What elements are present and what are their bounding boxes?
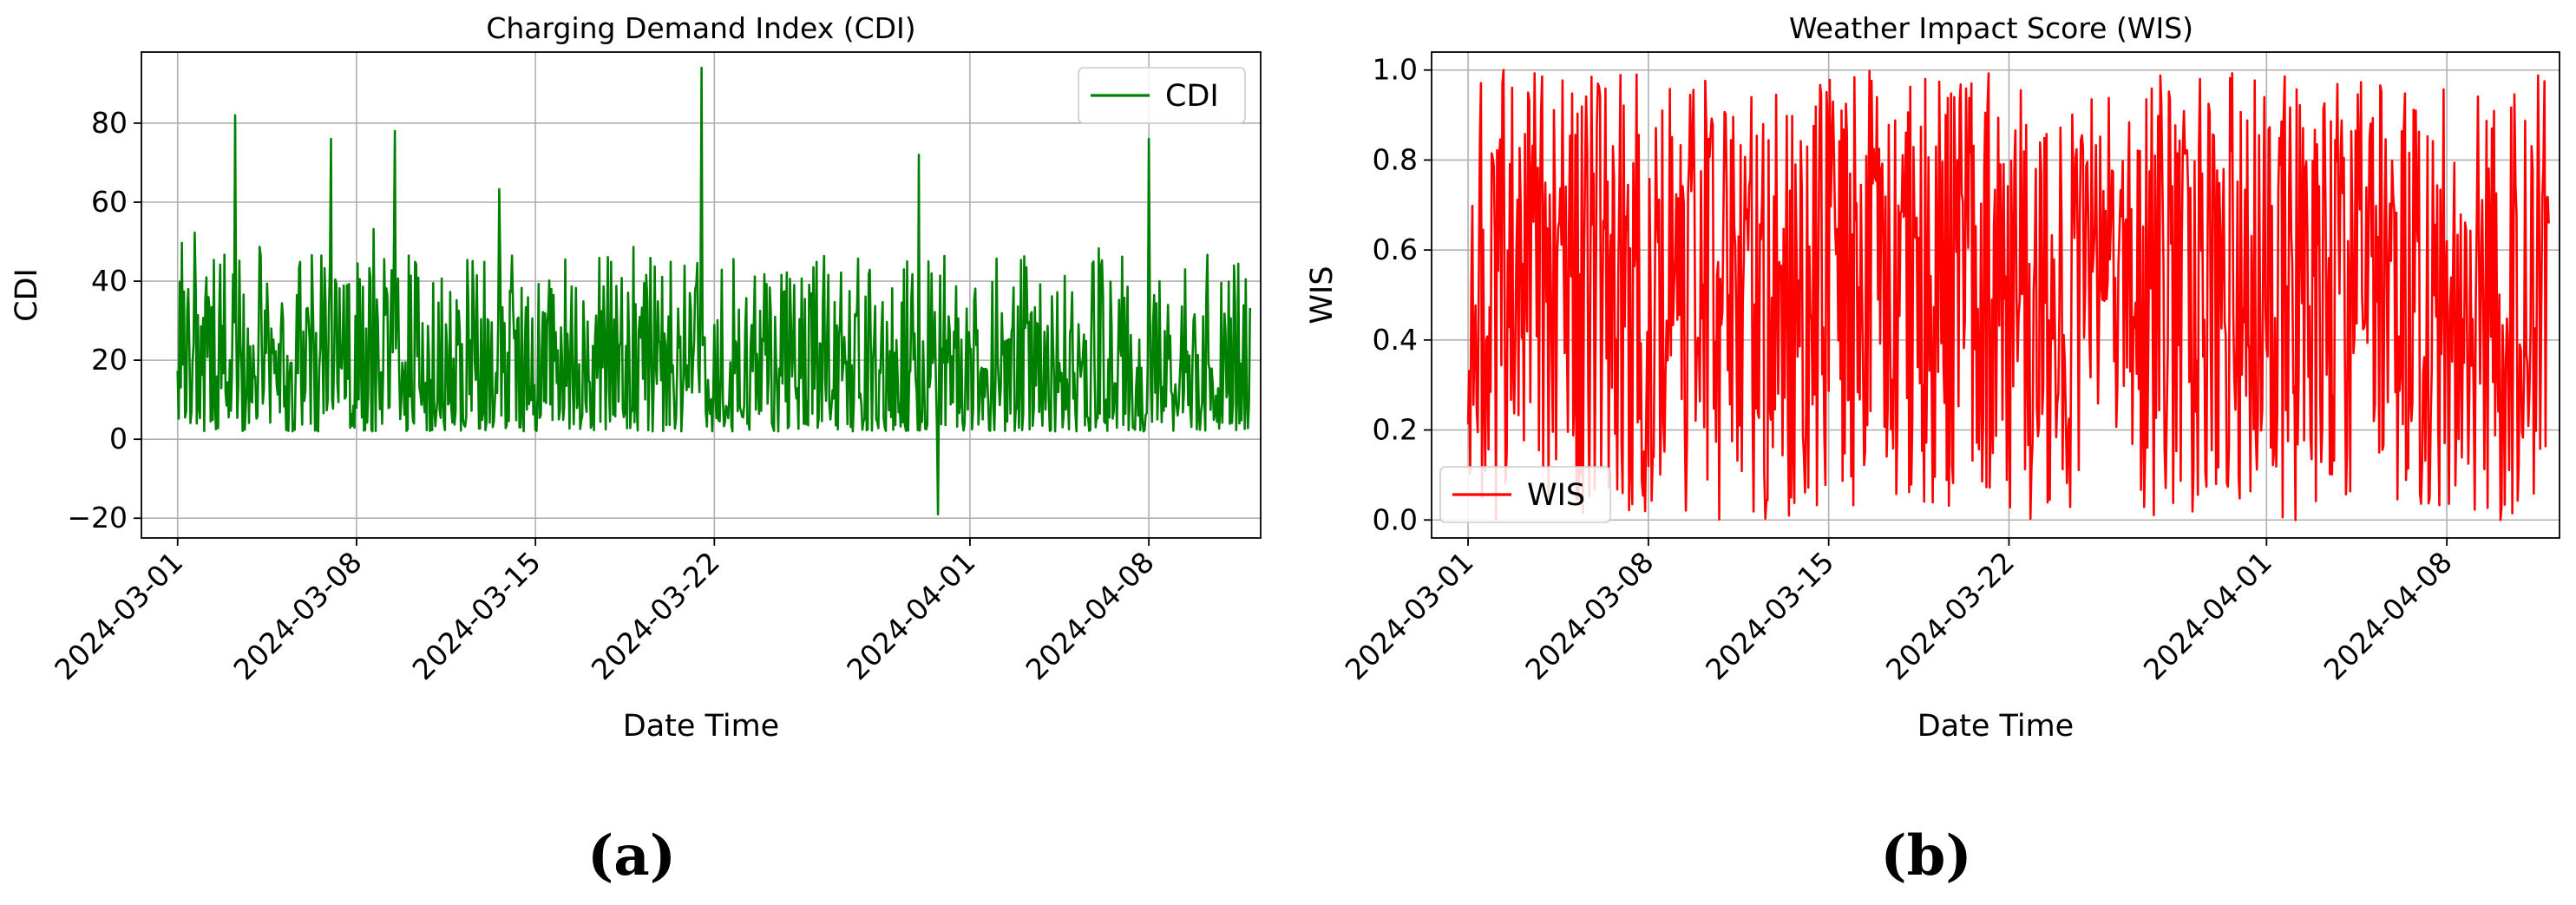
- y-tick-label: 0.6: [1373, 233, 1418, 266]
- y-tick-label: 0.2: [1373, 413, 1418, 447]
- figure-caption: (b): [1880, 823, 1971, 889]
- x-tick-label: 2024-03-15: [406, 545, 547, 686]
- series-line-wis: [1466, 69, 2550, 521]
- y-tick-label: 60: [91, 185, 128, 219]
- y-tick-label: 0.8: [1373, 142, 1418, 176]
- axes-frame: [141, 51, 1262, 539]
- y-tick-label: −20: [67, 501, 128, 534]
- legend-label: CDI: [1165, 79, 1219, 114]
- legend-label: WIS: [1527, 478, 1585, 513]
- x-tick-label: 2024-03-08: [226, 545, 368, 686]
- x-tick-label: 2024-03-01: [1339, 545, 1480, 686]
- x-tick-label: 2024-04-01: [2137, 545, 2278, 686]
- x-axis-label: Date Time: [1917, 709, 2074, 744]
- y-tick-label: 40: [91, 264, 128, 298]
- x-tick-label: 2024-04-08: [1019, 545, 1161, 686]
- series-line-cdi: [176, 66, 1251, 515]
- x-tick-label: 2024-03-22: [1879, 545, 2021, 686]
- y-tick-label: 0: [109, 422, 128, 456]
- legend: WIS: [1439, 466, 1611, 523]
- y-tick-label: 0.4: [1373, 323, 1418, 357]
- y-axis-label: CDI: [10, 268, 44, 322]
- x-tick-label: 2024-04-01: [840, 545, 981, 686]
- chart-panel-cdi: 2024-03-01 2024-03-08 2024-03-15 2024-03-22…: [10, 11, 1262, 889]
- chart-title: Weather Impact Score (WIS): [1789, 11, 2193, 45]
- chart-panel-wis: 2024-03-01 2024-03-08 2024-03-15 2024-03-22…: [1305, 11, 2560, 889]
- y-tick-label: 20: [91, 343, 128, 377]
- x-tick-label: 2024-03-08: [1518, 545, 1660, 686]
- y-tick-label: 0.0: [1373, 502, 1418, 536]
- x-tick-label: 2024-04-08: [2317, 545, 2459, 686]
- y-tick-label: 1.0: [1373, 53, 1418, 87]
- x-tick-label: 2024-03-15: [1699, 545, 1840, 686]
- axes-frame: [1431, 51, 2560, 539]
- figure-caption: (a): [587, 823, 676, 889]
- x-tick-label: 2024-03-22: [585, 545, 726, 686]
- chart-title: Charging Demand Index (CDI): [486, 11, 915, 45]
- y-tick-label: 80: [91, 106, 128, 140]
- x-tick-label: 2024-03-01: [48, 545, 189, 686]
- x-axis-label: Date Time: [623, 709, 779, 744]
- legend-box: [1439, 466, 1611, 523]
- legend-box: [1078, 67, 1246, 124]
- y-axis-label: WIS: [1305, 266, 1340, 324]
- legend: CDI: [1078, 67, 1246, 124]
